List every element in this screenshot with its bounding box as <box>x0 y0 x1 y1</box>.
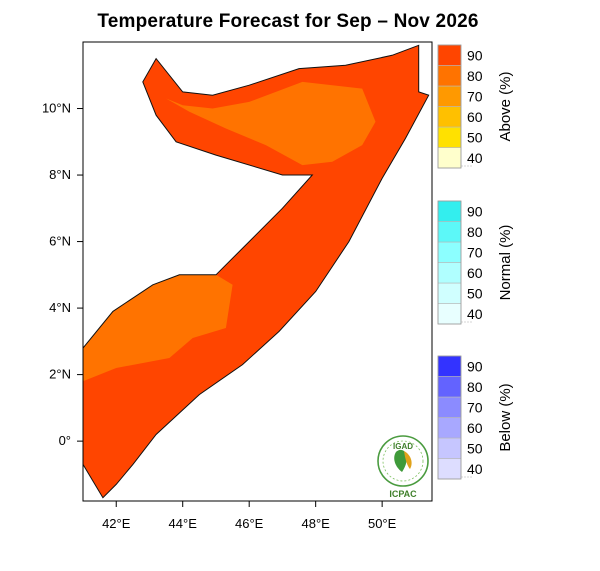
legend-label: 50 <box>467 440 483 456</box>
forecast-region-above-80-2 <box>166 81 376 166</box>
legend-swatch-normal-70 <box>437 241 462 263</box>
legend-label: 90 <box>467 203 483 219</box>
legend-title-below: Below (%) <box>497 383 514 451</box>
legend-label: 90 <box>467 358 483 374</box>
legend-swatch-below-40 <box>437 458 462 480</box>
legend-label: 90 <box>467 47 483 63</box>
legend-label: 70 <box>467 399 483 415</box>
legend-label: 70 <box>467 244 483 260</box>
legend-label: 60 <box>467 109 483 125</box>
legend-label: 40 <box>467 306 483 322</box>
x-tick-label: 50°E <box>368 516 397 531</box>
legend-swatch-above-60 <box>437 106 462 128</box>
legend-label: 80 <box>467 224 483 240</box>
y-tick-label: 0° <box>59 433 71 448</box>
legend-label: 80 <box>467 68 483 84</box>
legend-normal: 40 50 60 70 80 90 Normal (%) <box>437 200 514 325</box>
legend-swatch-below-90 <box>437 355 462 377</box>
legend-title-above: Above (%) <box>497 71 514 141</box>
legend-below: 40 50 60 70 80 90 Below (%) <box>437 355 514 480</box>
forecast-region-above-90-0 <box>83 45 429 498</box>
legend-swatch-above-40 <box>437 147 462 169</box>
legend-label: 40 <box>467 150 483 166</box>
legend-swatch-below-50 <box>437 437 462 459</box>
logo-text-bottom: ICPAC <box>389 489 417 499</box>
legend-above: 40 50 60 70 80 90 Above (%) <box>437 44 514 169</box>
legend-bar-frame <box>437 355 462 480</box>
legend-swatch-above-80 <box>437 65 462 87</box>
x-tick-label: 42°E <box>102 516 131 531</box>
legend-label: 60 <box>467 265 483 281</box>
legend-label: 40 <box>467 461 483 477</box>
y-tick-label: 6°N <box>49 234 71 249</box>
legend-swatch-normal-40 <box>437 303 462 325</box>
legend-bar-frame <box>437 44 462 169</box>
forecast-region-above-80-1 <box>83 274 233 382</box>
y-tick-label: 2°N <box>49 367 71 382</box>
legend-swatch-normal-60 <box>437 262 462 284</box>
icpac-logo: IGAD ICPAC <box>377 435 429 499</box>
map-frame <box>82 41 433 502</box>
legend-swatch-below-60 <box>437 417 462 439</box>
legend-bar-frame <box>437 200 462 325</box>
map-layer <box>83 44 430 499</box>
logo-africa-shape <box>394 449 407 472</box>
legend-label: 80 <box>467 379 483 395</box>
x-tick-label: 46°E <box>235 516 264 531</box>
legend-swatch-above-90 <box>437 44 462 66</box>
x-tick-label: 48°E <box>301 516 330 531</box>
legend-swatch-normal-80 <box>437 221 462 243</box>
legend-label: 70 <box>467 88 483 104</box>
legend-title-normal: Normal (%) <box>497 225 514 301</box>
legend-swatch-above-70 <box>437 85 462 107</box>
y-tick-label: 8°N <box>49 167 71 182</box>
country-outline <box>83 44 430 499</box>
y-tick-label: 10°N <box>42 101 71 116</box>
legend-swatch-normal-90 <box>437 200 462 222</box>
legend-swatch-above-50 <box>437 126 462 148</box>
logo-horn-shape <box>404 451 412 469</box>
logo-inner-ring <box>382 440 424 482</box>
legend-label: 50 <box>467 129 483 145</box>
legend-swatch-normal-50 <box>437 282 462 304</box>
legend-swatch-below-80 <box>437 376 462 398</box>
x-tick-label: 44°E <box>169 516 198 531</box>
map-title: Temperature Forecast for Sep – Nov 2026 <box>97 11 479 32</box>
y-tick-label: 4°N <box>49 300 71 315</box>
legend-label: 60 <box>467 420 483 436</box>
logo-text-top: IGAD <box>393 442 413 451</box>
legend-label: 50 <box>467 285 483 301</box>
legend-swatch-below-70 <box>437 396 462 418</box>
